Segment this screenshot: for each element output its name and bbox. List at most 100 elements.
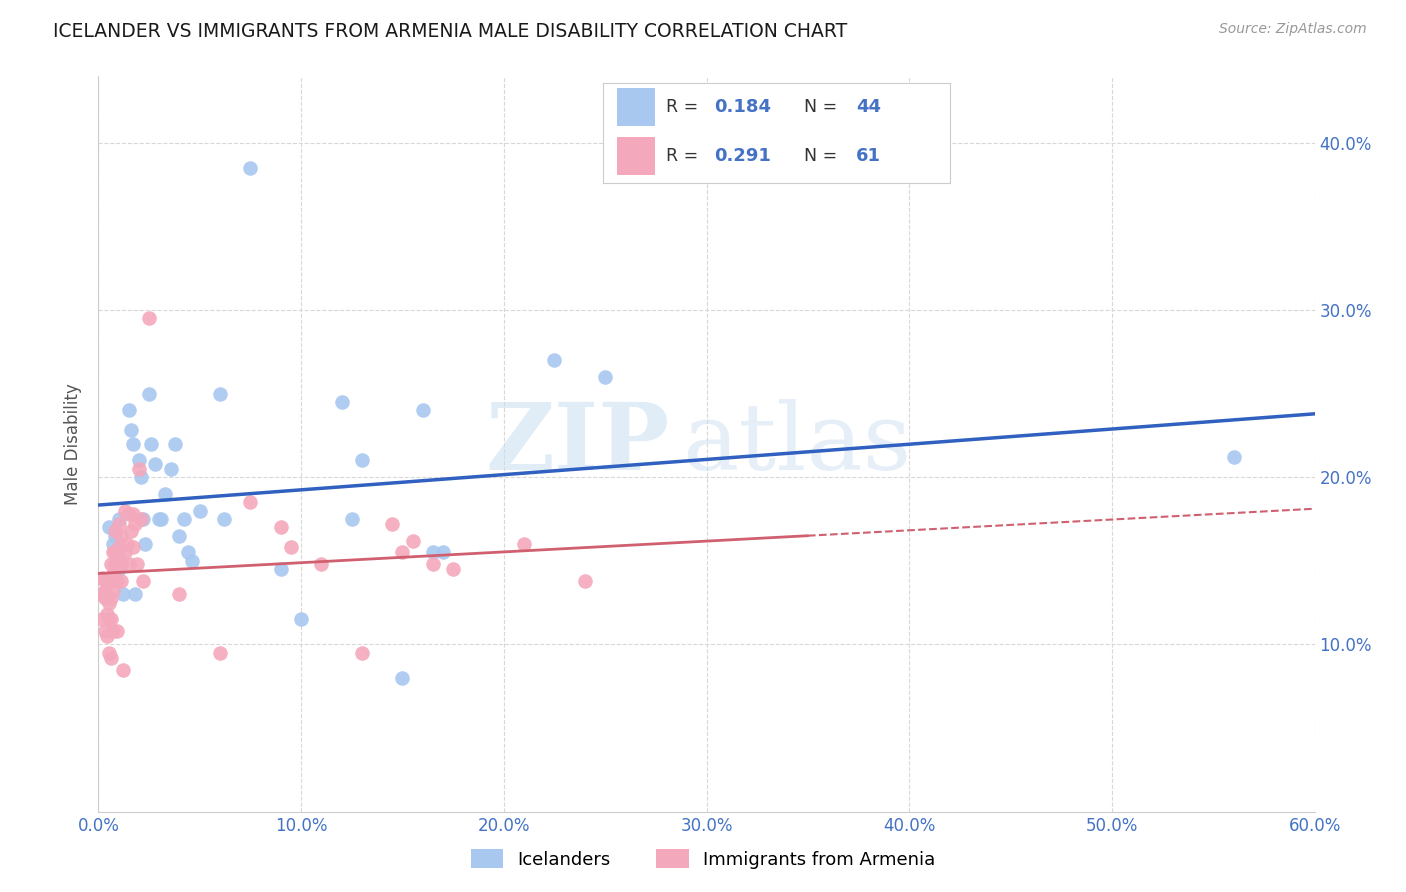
Point xyxy=(160,462,183,476)
Point xyxy=(148,512,170,526)
Point xyxy=(111,587,134,601)
Point xyxy=(574,574,596,588)
Point xyxy=(350,453,373,467)
Point xyxy=(110,557,132,571)
Point xyxy=(209,386,232,401)
Point xyxy=(176,545,198,559)
Point xyxy=(110,554,132,568)
Text: ZIP: ZIP xyxy=(486,399,671,489)
Point xyxy=(122,436,145,450)
Point xyxy=(381,516,404,531)
Point xyxy=(118,557,141,571)
Point xyxy=(138,311,160,326)
Point xyxy=(100,591,122,605)
Point xyxy=(91,587,114,601)
Point xyxy=(120,524,142,538)
Point xyxy=(180,554,202,568)
Point xyxy=(93,574,115,588)
Point xyxy=(97,596,120,610)
Point xyxy=(114,545,136,559)
Point xyxy=(110,574,132,588)
Point xyxy=(96,629,118,643)
Point xyxy=(132,512,155,526)
Point xyxy=(100,574,122,588)
Point xyxy=(124,587,146,601)
Point xyxy=(412,403,434,417)
Point xyxy=(118,403,141,417)
Point xyxy=(128,462,150,476)
Point xyxy=(1222,450,1244,464)
Point xyxy=(101,567,124,582)
Text: Source: ZipAtlas.com: Source: ZipAtlas.com xyxy=(1219,22,1367,37)
Point xyxy=(188,503,211,517)
Point xyxy=(150,512,173,526)
Point xyxy=(114,503,136,517)
Point xyxy=(124,516,146,531)
Point xyxy=(169,529,191,543)
Point xyxy=(311,557,333,571)
Point xyxy=(91,612,114,626)
Point xyxy=(107,512,129,526)
Point xyxy=(107,562,129,576)
Point xyxy=(128,453,150,467)
Point xyxy=(91,571,114,585)
Point xyxy=(543,353,565,368)
Point xyxy=(340,512,363,526)
Point xyxy=(115,537,138,551)
Point xyxy=(134,537,156,551)
Point xyxy=(280,541,302,555)
Point xyxy=(593,369,616,384)
Point xyxy=(101,545,124,559)
Point xyxy=(122,507,145,521)
Text: ICELANDER VS IMMIGRANTS FROM ARMENIA MALE DISABILITY CORRELATION CHART: ICELANDER VS IMMIGRANTS FROM ARMENIA MAL… xyxy=(53,22,848,41)
Point xyxy=(270,520,292,534)
Point xyxy=(105,624,128,639)
Point xyxy=(107,541,129,555)
Point xyxy=(143,457,166,471)
Point xyxy=(93,583,115,598)
Point xyxy=(105,574,128,588)
Point xyxy=(165,436,187,450)
Point xyxy=(270,562,292,576)
Point xyxy=(105,545,128,559)
Point xyxy=(138,386,160,401)
Point xyxy=(97,520,120,534)
Point xyxy=(350,646,373,660)
Point xyxy=(111,663,134,677)
Point xyxy=(239,495,262,509)
Point xyxy=(100,557,122,571)
Point xyxy=(104,545,127,559)
Point xyxy=(101,624,124,639)
Point xyxy=(330,395,353,409)
Point xyxy=(104,524,127,538)
Point xyxy=(125,557,148,571)
Point xyxy=(122,541,145,555)
Point xyxy=(96,607,118,622)
Point xyxy=(101,537,124,551)
Point xyxy=(155,487,177,501)
Point xyxy=(391,671,413,685)
Legend: Icelanders, Immigrants from Armenia: Icelanders, Immigrants from Armenia xyxy=(464,842,942,876)
Point xyxy=(129,512,152,526)
Point xyxy=(239,161,262,175)
Point xyxy=(212,512,235,526)
Text: atlas: atlas xyxy=(682,399,911,489)
Point xyxy=(290,612,312,626)
Point xyxy=(422,557,444,571)
Point xyxy=(432,545,454,559)
Point xyxy=(120,423,142,437)
Point xyxy=(93,624,115,639)
Point xyxy=(96,591,118,605)
Point xyxy=(104,557,127,571)
Point xyxy=(107,516,129,531)
Point xyxy=(100,651,122,665)
Point xyxy=(110,529,132,543)
Point xyxy=(169,587,191,601)
Point xyxy=(513,537,536,551)
Point xyxy=(104,529,127,543)
Point xyxy=(391,545,413,559)
Point xyxy=(93,591,115,605)
Point xyxy=(422,545,444,559)
Point xyxy=(401,533,423,548)
Point xyxy=(209,646,232,660)
